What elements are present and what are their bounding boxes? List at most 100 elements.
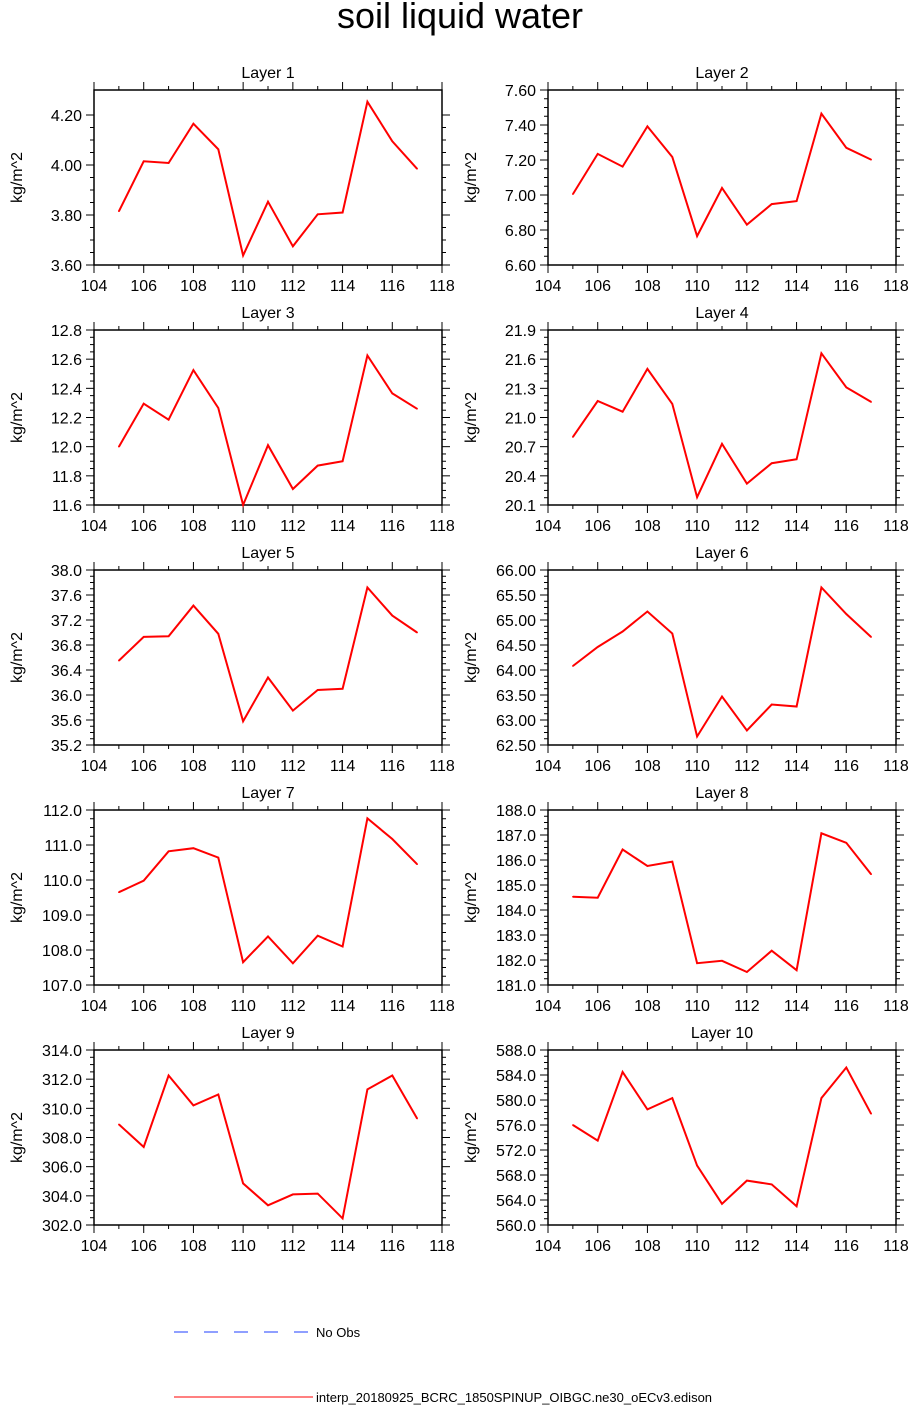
data-point: [142, 879, 145, 882]
y-tick-label: 12.2: [51, 411, 82, 428]
y-tick-label: 37.2: [51, 613, 82, 630]
x-tick-label: 116: [834, 1238, 860, 1255]
panel-title: Layer 9: [241, 1025, 294, 1042]
data-point: [870, 1112, 872, 1115]
x-tick-label: 118: [429, 758, 455, 775]
series-line: [572, 831, 872, 974]
y-tick-label: 12.4: [51, 381, 82, 398]
panels-group: Layer 1 104 106 108 110 112 114 116 118 3.60 3.80 4…: [9, 65, 909, 1255]
data-point: [366, 817, 369, 820]
x-tick-label: 118: [883, 518, 909, 535]
x-tick-label: 118: [429, 518, 455, 535]
data-point: [870, 636, 872, 638]
y-tick-label: 38.0: [51, 563, 82, 580]
panel-title: Layer 7: [241, 785, 294, 802]
plot-frame: [93, 569, 443, 746]
x-tick-label: 108: [180, 998, 207, 1015]
data-point: [671, 156, 674, 158]
legend-label-no-obs: No Obs: [316, 1325, 361, 1340]
x-tick-label: 114: [784, 998, 810, 1015]
panel-title: Layer 2: [695, 65, 748, 82]
data-point: [316, 1192, 319, 1195]
data-point: [366, 100, 369, 103]
data-point: [572, 193, 574, 195]
y-tick-label: 584.0: [496, 1068, 536, 1085]
x-tick-label: 106: [584, 278, 611, 295]
y-axis-label: kg/m^2: [463, 1112, 480, 1163]
data-point: [721, 959, 723, 962]
data-point: [820, 352, 823, 355]
data-point: [795, 969, 798, 972]
series-line: [118, 353, 418, 509]
panel-title: Layer 10: [691, 1025, 753, 1042]
data-point: [341, 945, 344, 948]
y-tick-label: 6.60: [505, 258, 536, 275]
data-point: [118, 891, 120, 894]
y-tick-label: 108.0: [42, 943, 82, 960]
x-tick-label: 110: [684, 1238, 710, 1255]
x-tick-label: 114: [330, 758, 356, 775]
y-tick-label: 182.0: [496, 953, 536, 970]
data-point: [242, 254, 244, 257]
x-tick-label: 118: [429, 278, 455, 295]
data-point: [746, 1179, 748, 1182]
y-tick-label: 12.0: [51, 440, 82, 457]
data-point: [192, 847, 195, 849]
chart-panel-5: Layer 5 104 106 108 110 112 114 116 118 35.2 35.6 3…: [9, 545, 455, 775]
data-point: [242, 720, 244, 723]
y-tick-label: 66.00: [496, 563, 536, 580]
y-tick-label: 576.0: [496, 1118, 536, 1135]
data-point: [192, 122, 195, 125]
y-tick-label: 37.6: [51, 588, 82, 605]
y-tick-label: 35.2: [51, 738, 82, 755]
data-point: [316, 934, 319, 937]
series-line: [572, 585, 872, 740]
y-tick-label: 63.00: [496, 713, 536, 730]
x-tick-label: 110: [230, 1238, 256, 1255]
x-tick-label: 116: [380, 518, 406, 535]
y-tick-label: 181.0: [496, 978, 536, 995]
y-tick-label: 314.0: [42, 1043, 82, 1060]
data-point: [721, 442, 723, 445]
x-tick-label: 106: [584, 998, 611, 1015]
x-tick-label: 104: [81, 278, 108, 295]
data-point: [292, 709, 294, 712]
y-tick-label: 7.20: [505, 153, 536, 170]
y-axis-label: kg/m^2: [9, 152, 26, 203]
x-tick-label: 104: [535, 518, 562, 535]
data-point: [192, 1104, 195, 1107]
x-tick-label: 114: [330, 278, 356, 295]
x-tick-label: 110: [230, 518, 256, 535]
y-tick-label: 110.0: [43, 873, 82, 890]
data-point: [596, 1139, 599, 1142]
x-tick-label: 116: [834, 998, 860, 1015]
x-tick-label: 106: [130, 518, 157, 535]
data-point: [721, 187, 723, 189]
y-tick-label: 312.0: [42, 1072, 82, 1089]
x-tick-label: 118: [883, 1238, 909, 1255]
data-point: [696, 235, 698, 237]
y-tick-label: 580.0: [496, 1093, 536, 1110]
chart-panel-7: Layer 7 104 106 108 110 112 114 116 118 107.0 108.…: [9, 785, 455, 1015]
y-tick-label: 310.0: [42, 1101, 82, 1118]
x-tick-label: 118: [429, 1238, 455, 1255]
x-tick-label: 106: [584, 1238, 611, 1255]
data-point: [217, 1093, 220, 1096]
plot-frame: [93, 329, 443, 506]
data-point: [217, 632, 220, 635]
data-point: [746, 729, 748, 732]
data-point: [316, 213, 319, 216]
series-line: [572, 350, 872, 501]
data-point: [391, 392, 394, 395]
data-point: [217, 856, 220, 859]
y-tick-label: 7.60: [505, 83, 536, 100]
x-tick-label: 108: [180, 518, 207, 535]
x-tick-label: 112: [280, 1238, 306, 1255]
data-point: [671, 632, 674, 635]
y-tick-label: 560.0: [496, 1218, 536, 1235]
data-point: [770, 1183, 773, 1186]
data-point: [795, 1205, 798, 1208]
data-point: [870, 873, 872, 876]
y-tick-label: 36.0: [51, 688, 82, 705]
data-point: [696, 496, 698, 499]
